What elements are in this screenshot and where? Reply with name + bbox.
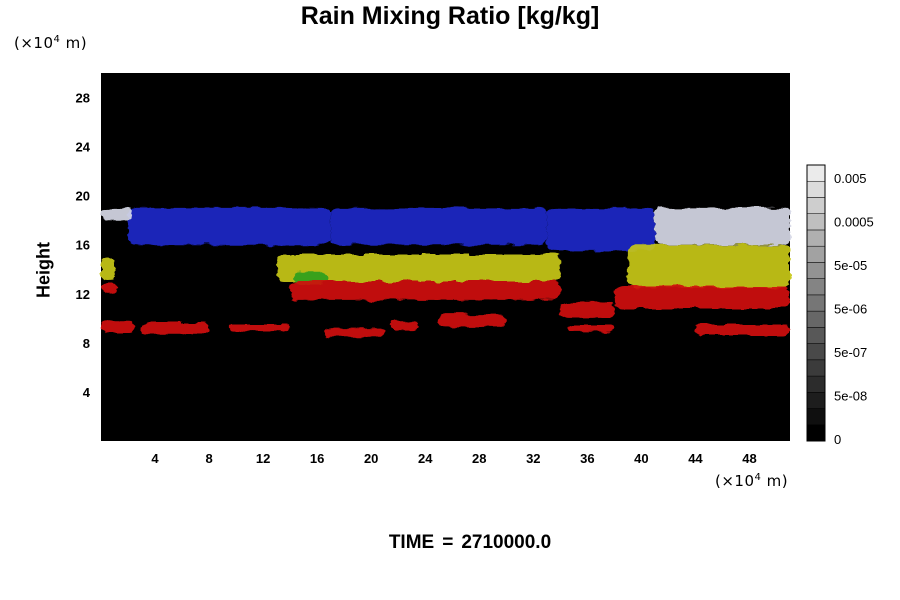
colorbar-level-1 bbox=[806, 408, 826, 426]
colorbar-label-0: 0.005 bbox=[834, 171, 867, 186]
region-blue-2 bbox=[546, 207, 655, 251]
region-red-11 bbox=[101, 283, 118, 294]
x-tick-16: 16 bbox=[310, 451, 324, 466]
region-white-4 bbox=[101, 207, 133, 221]
region-yellow-6 bbox=[627, 244, 790, 288]
colorbar-level-13 bbox=[806, 213, 826, 231]
x-unit-prefix: (×10 bbox=[715, 472, 755, 490]
colorbar-label-5: 5e-08 bbox=[834, 389, 867, 404]
colorbar-label-6: 0 bbox=[834, 432, 841, 447]
y-tick-12: 12 bbox=[76, 287, 90, 302]
colorbar-label-3: 5e-06 bbox=[834, 302, 867, 317]
time-readout: TIME = 2710000.0 bbox=[0, 532, 900, 554]
region-red-13 bbox=[101, 320, 135, 334]
colorbar: 0.005 0.0005 5e-05 5e-06 5e-07 5e-08 0 bbox=[806, 164, 874, 447]
colorbar-level-3 bbox=[806, 375, 826, 393]
x-tick-12: 12 bbox=[256, 451, 270, 466]
x-tick-32: 32 bbox=[526, 451, 540, 466]
colorbar-level-11 bbox=[806, 245, 826, 263]
x-tick-labels: 4 8 12 16 20 24 28 32 36 40 44 48 bbox=[151, 451, 756, 466]
colorbar-level-5 bbox=[806, 343, 826, 361]
colorbar-level-8 bbox=[806, 294, 826, 312]
colorbar-level-10 bbox=[806, 262, 826, 279]
y-tick-16: 16 bbox=[76, 238, 90, 253]
y-tick-labels: 4 8 12 16 20 24 28 bbox=[76, 91, 91, 400]
x-tick-24: 24 bbox=[418, 451, 433, 466]
y-tick-24: 24 bbox=[76, 140, 91, 155]
x-tick-4: 4 bbox=[151, 451, 159, 466]
colorbar-label-4: 5e-07 bbox=[834, 345, 867, 360]
region-red-14 bbox=[141, 322, 210, 335]
colorbar-level-6 bbox=[806, 327, 826, 344]
colorbar-label-2: 5e-05 bbox=[834, 258, 867, 273]
x-tick-8: 8 bbox=[205, 451, 212, 466]
region-red-10 bbox=[614, 286, 790, 309]
region-red-20 bbox=[695, 324, 790, 336]
colorbar-level-12 bbox=[806, 229, 826, 247]
y-axis-unit: (×104 m) bbox=[14, 34, 87, 52]
region-yellow-7 bbox=[101, 257, 115, 282]
y-tick-4: 4 bbox=[83, 385, 91, 400]
region-red-18 bbox=[438, 314, 507, 327]
x-axis-unit: (×104 m) bbox=[715, 472, 788, 490]
colorbar-level-4 bbox=[806, 359, 826, 377]
data-regions bbox=[101, 207, 790, 337]
region-red-19 bbox=[567, 324, 615, 332]
y-unit-exponent: 4 bbox=[53, 34, 61, 45]
x-tick-40: 40 bbox=[634, 451, 648, 466]
region-red-17 bbox=[391, 320, 419, 331]
region-blue-0 bbox=[128, 207, 331, 245]
y-unit-prefix: (×10 bbox=[14, 34, 54, 52]
time-label: TIME bbox=[388, 532, 435, 553]
colorbar-level-14 bbox=[806, 197, 826, 214]
x-tick-44: 44 bbox=[688, 451, 703, 466]
y-tick-8: 8 bbox=[83, 336, 90, 351]
x-tick-20: 20 bbox=[364, 451, 378, 466]
time-equals: = bbox=[442, 532, 454, 553]
region-red-16 bbox=[323, 328, 385, 337]
region-red-15 bbox=[229, 324, 291, 331]
x-tick-28: 28 bbox=[472, 451, 486, 466]
x-unit-suffix: m) bbox=[761, 472, 789, 490]
y-tick-28: 28 bbox=[76, 91, 90, 106]
x-tick-36: 36 bbox=[580, 451, 594, 466]
y-tick-20: 20 bbox=[76, 189, 90, 204]
y-unit-suffix: m) bbox=[60, 34, 88, 52]
colorbar-level-2 bbox=[806, 392, 826, 409]
chart-title: Rain Mixing Ratio [kg/kg] bbox=[300, 2, 600, 30]
colorbar-level-9 bbox=[806, 278, 826, 296]
region-red-12 bbox=[560, 302, 615, 319]
region-yellow-5 bbox=[276, 254, 561, 282]
region-white-3 bbox=[654, 207, 790, 245]
colorbar-level-16 bbox=[806, 164, 826, 182]
time-value: 2710000.0 bbox=[461, 532, 552, 553]
x-tick-48: 48 bbox=[742, 451, 756, 466]
colorbar-frame bbox=[806, 164, 826, 442]
region-green-8 bbox=[294, 271, 328, 284]
region-blue-1 bbox=[330, 207, 547, 245]
colorbar-level-7 bbox=[806, 310, 826, 328]
colorbar-label-1: 0.0005 bbox=[834, 215, 874, 230]
colorbar-level-0 bbox=[806, 424, 826, 442]
x-unit-exponent: 4 bbox=[754, 472, 762, 483]
region-red-9 bbox=[290, 281, 561, 300]
colorbar-level-15 bbox=[806, 180, 826, 198]
